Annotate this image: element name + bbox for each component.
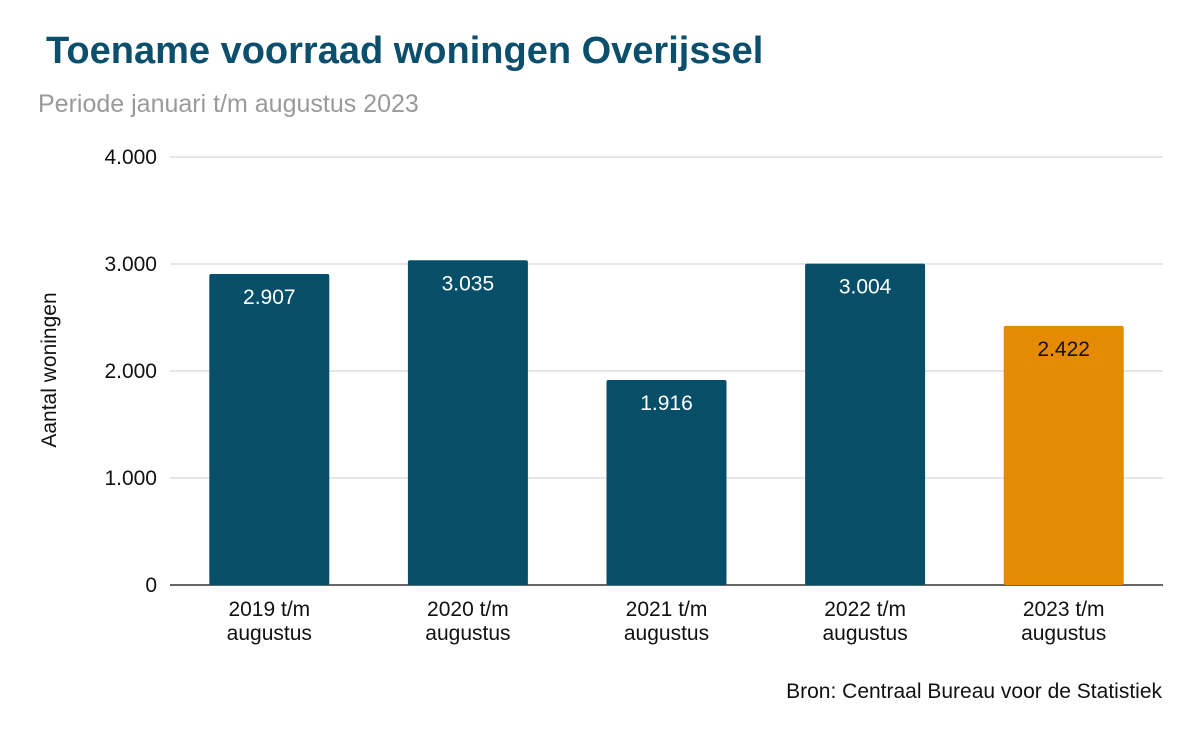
- data-label: 3.004: [839, 276, 892, 299]
- y-tick-label: 2.000: [104, 360, 157, 383]
- y-tick-label: 3.000: [104, 253, 157, 276]
- x-tick-label: 2022 t/m: [824, 598, 906, 621]
- bar: [209, 273, 330, 585]
- bar: [1003, 325, 1124, 585]
- x-tick-label: 2019 t/m: [228, 598, 310, 621]
- x-tick-label: augustus: [624, 622, 709, 645]
- bar: [805, 263, 926, 585]
- x-tick-label: augustus: [227, 622, 312, 645]
- chart-title: Toename voorraad woningen Overijssel: [46, 30, 764, 72]
- bar: [606, 379, 727, 585]
- bar: [407, 260, 528, 585]
- y-axis-ticks: 0 1.000 2.000 3.000 4.000: [104, 146, 157, 597]
- data-label: 1.916: [640, 392, 693, 415]
- x-tick-label: 2020 t/m: [427, 598, 509, 621]
- data-label: 3.035: [442, 272, 495, 295]
- y-tick-label: 1.000: [104, 467, 157, 490]
- y-tick-label: 0: [145, 574, 157, 597]
- data-label: 2.422: [1037, 338, 1090, 361]
- x-tick-label: augustus: [1021, 622, 1106, 645]
- x-tick-label: 2021 t/m: [626, 598, 708, 621]
- y-tick-label: 4.000: [104, 146, 157, 169]
- x-tick-label: augustus: [425, 622, 510, 645]
- chart-subtitle: Periode januari t/m augustus 2023: [38, 90, 419, 118]
- source-note: Bron: Centraal Bureau voor de Statistiek: [786, 680, 1162, 703]
- bars: [209, 260, 1124, 585]
- y-axis-label: Aantal woningen: [38, 292, 61, 447]
- data-label: 2.907: [243, 286, 296, 309]
- x-tick-label: augustus: [822, 622, 907, 645]
- x-tick-label: 2023 t/m: [1023, 598, 1105, 621]
- data-labels: 2.907 3.035 1.916 3.004 2.422: [243, 272, 1090, 415]
